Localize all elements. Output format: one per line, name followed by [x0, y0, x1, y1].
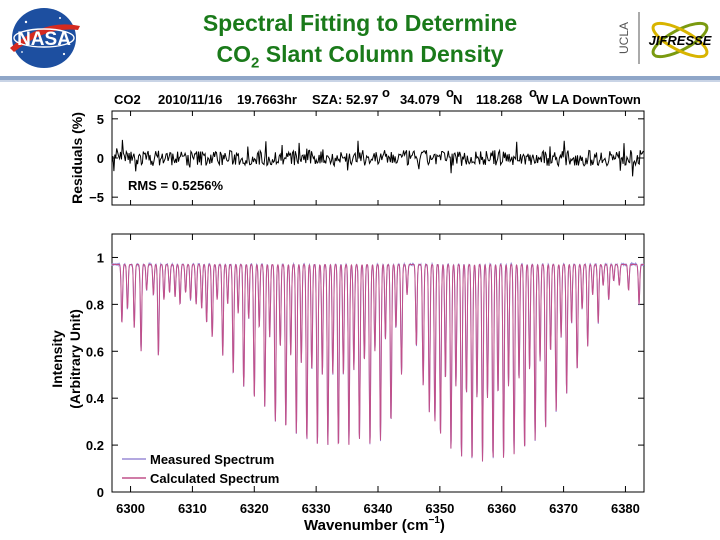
header-lon-degree: o [529, 85, 537, 100]
residual-y-axis: 5 0 −5 [89, 112, 644, 205]
residual-y-tick-label: 0 [97, 151, 104, 166]
x-tick-label: 6330 [302, 501, 331, 516]
measured-spectrum-line [111, 261, 645, 462]
header-date: 2010/11/16 [158, 92, 222, 107]
title-suffix: Slant Column Density [259, 41, 504, 67]
header-sza: SZA: 52.97 [312, 92, 378, 107]
x-axis-label: Wavenumber (cm−1) [304, 515, 445, 534]
header-time: 19.7663hr [237, 92, 297, 107]
spectrum-y-axis-label-line1: Intensity [49, 330, 65, 388]
title-line1: Spectral Fitting to Determine [202, 10, 518, 36]
header-site: LA DownTown [552, 92, 641, 107]
nasa-logo: NASA [10, 8, 80, 68]
title-subscript: 2 [251, 54, 260, 72]
title-line2: CO2 Slant Column Density [140, 39, 580, 72]
spectrum-y-tick-label: 1 [97, 250, 104, 265]
spectrum-y-tick-label: 0.8 [86, 297, 104, 312]
x-tick-label: 6370 [549, 501, 578, 516]
spectrum-y-tick-label: 0.4 [86, 391, 105, 406]
chart-header: CO2 2010/11/16 19.7663hr SZA: 52.97 o 34… [114, 85, 641, 107]
x-tick-label: 6350 [425, 501, 454, 516]
legend-calculated-label: Calculated Spectrum [150, 471, 279, 486]
x-tick-label: 6380 [611, 501, 640, 516]
header-lat-degree: o [446, 85, 454, 100]
jifresse-logo: JIFRESSE [649, 21, 712, 59]
legend-measured-label: Measured Spectrum [150, 452, 274, 467]
x-axis-label-close: ) [440, 517, 445, 534]
spectrum-y-tick-label: 0.2 [86, 438, 104, 453]
header-lon: 118.268 [476, 92, 522, 107]
residual-y-tick-label: 5 [97, 112, 104, 127]
header-lat-unit: N [453, 92, 462, 107]
residual-series-line [111, 139, 645, 177]
x-tick-label: 6340 [364, 501, 393, 516]
header-lat: 34.079 [400, 92, 440, 107]
x-tick-label: 6300 [116, 501, 145, 516]
rms-annotation: RMS = 0.5256% [128, 178, 223, 193]
x-axis-label-text: Wavenumber (cm [304, 517, 428, 534]
residual-y-axis-label: Residuals (%) [69, 112, 85, 204]
x-axis-label-superscript: −1 [428, 515, 440, 526]
nasa-logo-text: NASA [17, 29, 71, 50]
spectrum-y-tick-label: 0.6 [86, 344, 104, 359]
header-species: CO2 [114, 92, 141, 107]
spectrum-y-axis-label-line2: (Arbitrary Unit) [67, 309, 83, 409]
spectral-fit-chart: CO2 2010/11/16 19.7663hr SZA: 52.97 o 34… [49, 85, 645, 534]
header-sza-degree: o [382, 85, 390, 100]
x-tick-label: 6310 [178, 501, 207, 516]
spectrum-x-axis: 6300 6310 6320 6330 6340 6350 6360 6370 6380 [116, 111, 640, 516]
spectrum-y-tick-label: 0 [97, 485, 104, 500]
calculated-spectrum-line [112, 263, 644, 462]
jifresse-logo-text: JIFRESSE [649, 33, 712, 48]
ucla-logo-text: UCLA [617, 22, 631, 54]
header-divider [0, 76, 720, 80]
title-co: CO [216, 41, 252, 67]
legend: Measured Spectrum Calculated Spectrum [122, 452, 279, 486]
ucla-logo: UCLA [617, 12, 640, 64]
x-tick-label: 6320 [240, 501, 269, 516]
header-divider-light [0, 80, 720, 82]
residual-y-tick-label: −5 [89, 190, 104, 205]
x-tick-label: 6360 [487, 501, 516, 516]
spectrum-y-axis: 0 0.2 0.4 0.6 0.8 1 [86, 250, 644, 500]
header-lon-unit: W [536, 92, 549, 107]
page-title: Spectral Fitting to Determine CO2 Slant … [140, 8, 580, 72]
